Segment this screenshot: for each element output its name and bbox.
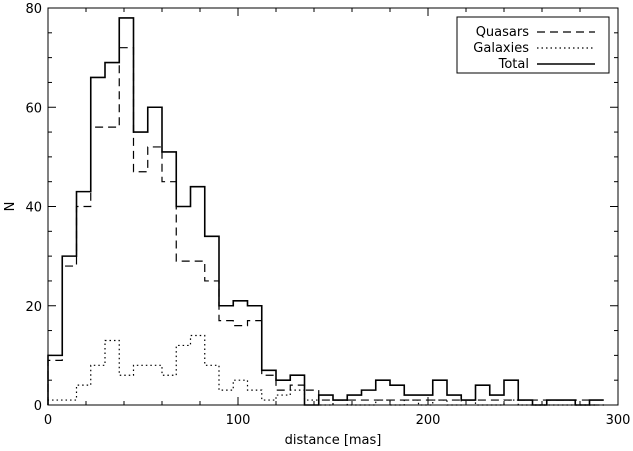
- x-tick-label: 100: [226, 413, 251, 428]
- x-tick-label: 200: [416, 413, 441, 428]
- series-line-quasars: [47, 47, 604, 406]
- axis-ticks: [47, 7, 619, 406]
- y-tick-label: 0: [34, 399, 42, 414]
- legend-label-quasars: Quasars: [476, 25, 530, 40]
- legend-label-total: Total: [498, 57, 529, 72]
- x-axis-label: distance [mas]: [285, 433, 382, 448]
- x-tick-label: 300: [606, 413, 631, 428]
- legend-label-galaxies: Galaxies: [473, 41, 529, 56]
- y-tick-label: 80: [25, 2, 42, 17]
- y-tick-label: 40: [25, 201, 42, 216]
- x-tick-label: 0: [44, 413, 52, 428]
- y-tick-label: 60: [25, 101, 42, 116]
- series-line-total: [47, 17, 604, 406]
- y-tick-label: 20: [25, 300, 42, 315]
- series-line-galaxies: [47, 334, 604, 406]
- axis-tick-labels: 0 100 200 300 0 20 40 60 80: [25, 2, 630, 428]
- plot-lines: [47, 17, 604, 406]
- y-axis-label: N: [3, 202, 18, 212]
